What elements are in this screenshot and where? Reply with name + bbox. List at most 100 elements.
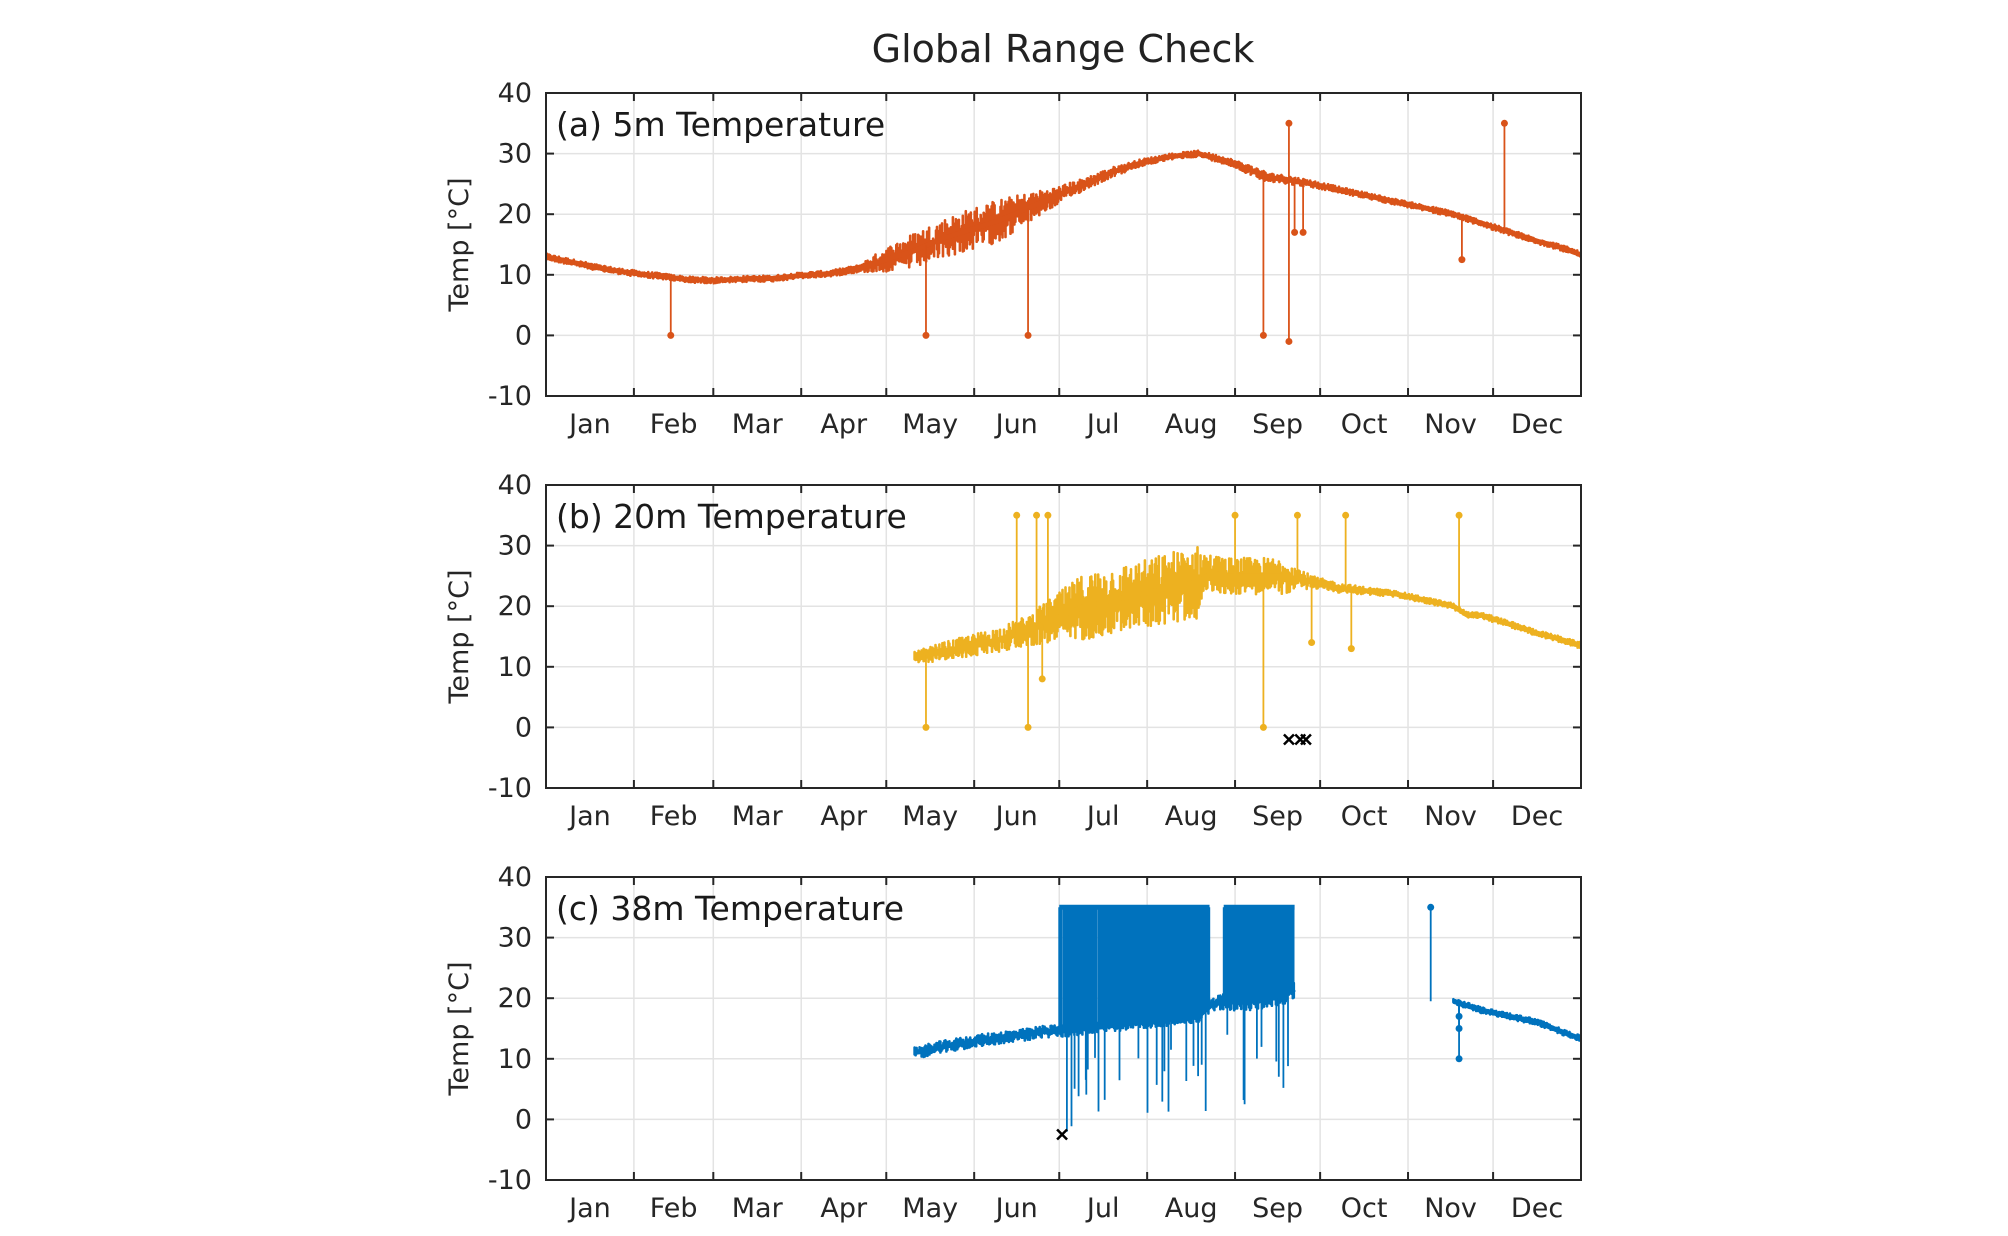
x-tick-label: Nov <box>1424 801 1477 832</box>
y-tick-label: 30 <box>498 531 532 562</box>
data-outlier-point <box>922 331 930 339</box>
y-tick-label: 40 <box>498 78 532 109</box>
data-outlier-point <box>1044 511 1052 519</box>
x-tick-label: Dec <box>1511 801 1563 832</box>
y-tick-label: -10 <box>488 1165 532 1196</box>
data-outlier-point <box>1013 511 1021 519</box>
y-tick-label: 30 <box>498 139 532 170</box>
data-layer <box>546 119 1581 345</box>
y-tick-label: 40 <box>498 470 532 501</box>
x-tick-label: Jul <box>1085 801 1120 832</box>
x-tick-label: Jul <box>1085 409 1120 440</box>
x-tick-label: Sep <box>1252 801 1303 832</box>
data-outlier-point <box>1291 228 1299 236</box>
flag-marker <box>1300 733 1312 746</box>
y-tick-label: -10 <box>488 381 532 412</box>
panel-title: (b) 20m Temperature <box>556 497 907 536</box>
data-outlier-point <box>1231 511 1239 519</box>
x-tick-label: Jan <box>567 1193 611 1224</box>
chart-panel-0: 40 30 20 10 0 -10 Jan Feb Mar Apr May Jun Jul Aug Sep O… <box>444 78 1582 440</box>
y-tick-label: 0 <box>515 1104 532 1135</box>
y-tick-label: 0 <box>515 320 532 351</box>
x-tick-label: Jul <box>1085 1193 1120 1224</box>
data-line-series-1 <box>1452 998 1581 1042</box>
x-tick-label: Mar <box>732 409 784 440</box>
data-layer <box>913 511 1581 731</box>
x-tick-label: Aug <box>1165 801 1218 832</box>
data-outlier-point <box>1299 228 1307 236</box>
x-tick-label: Feb <box>650 1193 698 1224</box>
y-tick-label: 0 <box>515 712 532 743</box>
x-tick-label: Dec <box>1511 409 1563 440</box>
data-outlier-point <box>1455 511 1463 519</box>
data-outlier-point <box>1455 1012 1463 1020</box>
data-outlier-point <box>922 723 930 731</box>
data-band-series-0 <box>913 546 1581 664</box>
y-tick-label: 10 <box>498 1044 532 1075</box>
x-tick-label: Apr <box>820 409 868 440</box>
data-line-series-0 <box>546 151 1581 283</box>
data-outlier-point <box>1455 1055 1463 1063</box>
x-tick-label: May <box>902 801 958 832</box>
axes-box <box>545 92 1582 397</box>
x-tick-label: Feb <box>650 409 698 440</box>
x-tick-label: Sep <box>1252 409 1303 440</box>
data-outlier-point <box>1024 723 1032 731</box>
x-tick-label: Oct <box>1341 1193 1388 1224</box>
data-outlier-point <box>1033 511 1041 519</box>
x-tick-label: May <box>902 409 958 440</box>
flag-marker <box>1283 733 1295 746</box>
data-outlier-point <box>1259 331 1267 339</box>
x-tick-label: Aug <box>1165 409 1218 440</box>
x-tick-label: Aug <box>1165 1193 1218 1224</box>
flag-marker <box>1056 1128 1068 1141</box>
y-tick-label: 10 <box>498 652 532 683</box>
data-outlier-point <box>1347 645 1355 653</box>
data-outlier-point <box>1427 903 1435 911</box>
figure-title: Global Range Check <box>872 27 1255 71</box>
y-tick-label: 10 <box>498 260 532 291</box>
y-axis-label: Temp [°C] <box>444 962 475 1097</box>
axes-box <box>545 484 1582 789</box>
y-tick-label: 40 <box>498 862 532 893</box>
x-tick-label: Nov <box>1424 1193 1477 1224</box>
x-tick-label: Mar <box>732 1193 784 1224</box>
axes-box <box>545 876 1582 1181</box>
x-tick-label: Jan <box>567 801 611 832</box>
x-tick-label: Jan <box>567 409 611 440</box>
data-outlier-point <box>1500 119 1508 127</box>
data-outlier-point <box>1259 723 1267 731</box>
x-tick-label: Dec <box>1511 1193 1563 1224</box>
data-outlier-point <box>1024 331 1032 339</box>
panel-title: (a) 5m Temperature <box>556 105 885 144</box>
x-tick-label: Oct <box>1341 409 1388 440</box>
y-tick-label: 20 <box>498 591 532 622</box>
y-tick-label: 20 <box>498 983 532 1014</box>
data-burst-series-0 <box>1058 907 1211 1132</box>
x-tick-label: Feb <box>650 801 698 832</box>
data-outlier-point <box>1308 639 1316 647</box>
data-outlier-point <box>1285 337 1293 345</box>
x-tick-label: May <box>902 1193 958 1224</box>
x-tick-label: Apr <box>820 1193 868 1224</box>
data-outlier-point <box>1285 119 1293 127</box>
y-tick-label: -10 <box>488 773 532 804</box>
data-outlier-point <box>1293 511 1301 519</box>
y-tick-label: 30 <box>498 923 532 954</box>
chart-panel-1: 40 30 20 10 0 -10 Jan Feb Mar Apr May Jun Jul Aug Sep O… <box>444 470 1582 832</box>
panel-title: (c) 38m Temperature <box>556 889 904 928</box>
chart-panel-2: 40 30 20 10 0 -10 Jan Feb Mar Apr May Jun Jul Aug Sep O… <box>444 862 1582 1224</box>
x-tick-label: Jun <box>994 1193 1038 1224</box>
data-burst-series-0 <box>1222 907 1295 1105</box>
data-line-series-0 <box>914 570 1581 661</box>
data-outlier-point <box>1458 256 1466 264</box>
y-axis-label: Temp [°C] <box>444 570 475 705</box>
x-tick-label: Apr <box>820 801 868 832</box>
x-tick-label: Jun <box>994 409 1038 440</box>
data-band-series-0 <box>546 149 1581 285</box>
x-tick-label: Sep <box>1252 1193 1303 1224</box>
y-axis-label: Temp [°C] <box>444 178 475 313</box>
x-tick-label: Jun <box>994 801 1038 832</box>
x-tick-label: Mar <box>732 801 784 832</box>
